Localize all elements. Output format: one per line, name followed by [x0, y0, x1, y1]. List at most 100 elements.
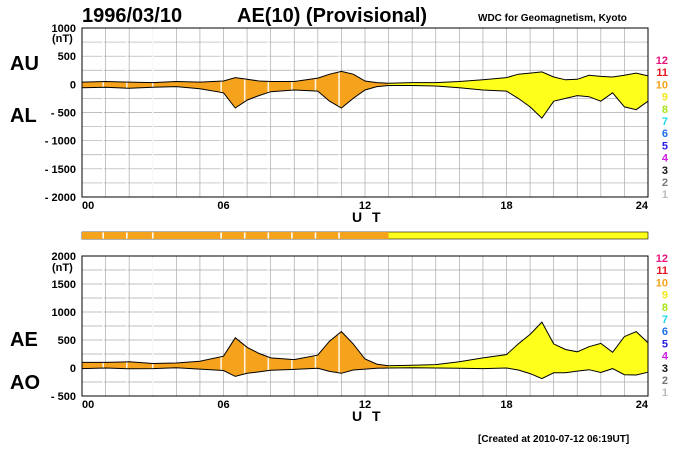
x-tick-label: 12: [359, 399, 371, 411]
panel-ae-ao-xlabel: U T: [352, 408, 384, 424]
panel-ae-ao-gaps: [102, 257, 340, 395]
legend-level: 10: [656, 277, 668, 289]
ae-series-line: [82, 321, 649, 367]
y-tick-label: 500: [58, 51, 76, 63]
legend-level: 5: [662, 140, 668, 152]
data-gap-mark: [151, 257, 154, 395]
panel-au-al-gaps: [102, 29, 340, 196]
legend-level: 6: [662, 128, 668, 140]
data-gap-mark: [243, 257, 246, 395]
data-gap-mark: [102, 257, 105, 395]
legend-level: 1: [662, 387, 668, 399]
y-tick-label: - 500: [51, 108, 76, 120]
legend-level: 5: [662, 338, 668, 350]
data-gap-mark: [291, 257, 293, 395]
legend-level: 3: [662, 165, 668, 177]
panel-ae-ao: 2000 1500 1000 500 0 - 500 00 06 12 18 24 (nT) AE…: [10, 251, 649, 424]
data-gap-mark: [338, 257, 340, 395]
y-tick-label: 1500: [52, 279, 76, 291]
data-gap-mark: [243, 29, 246, 196]
data-gap-mark: [314, 257, 317, 395]
quality-gap-mark: [338, 232, 340, 239]
al-series-line: [81, 85, 649, 119]
x-tick-label: 00: [82, 399, 94, 411]
x-tick-label: 18: [500, 200, 512, 212]
legend-level: 4: [662, 351, 669, 363]
legend-level: 11: [656, 67, 668, 79]
panel-au-al-x-ticks: 00 06 12 18 24: [82, 200, 649, 212]
x-tick-label: 00: [82, 200, 94, 212]
data-gap-mark: [220, 29, 222, 196]
data-gap-mark: [126, 257, 128, 395]
data-gap-mark: [314, 29, 317, 196]
legend-level: 6: [662, 326, 668, 338]
x-tick-label: 12: [359, 200, 371, 212]
y-tick-label: - 1500: [45, 164, 76, 176]
panel-ae-ao-y-ticks: 2000 1500 1000 500 0 - 500: [51, 251, 76, 403]
legend-level: 11: [656, 265, 668, 277]
data-quality-bar: [81, 231, 649, 240]
legend-level: 12: [656, 253, 668, 265]
label-ao: AO: [10, 372, 40, 394]
label-al: AL: [10, 105, 37, 127]
panel-au-al: 1000 500 0 - 500 - 1000 - 1500 - 2000 00 06 12 18…: [10, 23, 649, 225]
panel-au-al-unit: (nT): [52, 33, 73, 45]
data-gap-mark: [267, 29, 270, 196]
legend-level: 10: [656, 79, 668, 91]
data-gap-mark: [338, 29, 340, 196]
created-timestamp: [Created at 2010-07-12 06:19UT]: [478, 434, 629, 445]
quality-gap-mark: [291, 232, 293, 239]
x-tick-label: 06: [217, 399, 229, 411]
quality-bar-gaps: [102, 232, 340, 239]
label-au: AU: [10, 53, 39, 75]
y-tick-label: 1000: [52, 307, 76, 319]
x-tick-label: 06: [217, 200, 229, 212]
panel-ae-ao-border: [81, 255, 649, 397]
panel-au-al-y-ticks: 1000 500 0 - 500 - 1000 - 1500 - 2000: [45, 23, 76, 204]
panel-au-al-area-yellow: [388, 71, 648, 119]
legend-level: 3: [662, 363, 668, 375]
quality-gap-mark: [243, 232, 246, 239]
title-date: 1996/03/10: [82, 5, 182, 27]
title-index: AE(10) (Provisional): [237, 5, 427, 27]
data-gap-mark: [151, 29, 154, 196]
panel-au-al-border: [81, 27, 649, 198]
legend-level: 9: [662, 92, 668, 104]
data-gap-mark: [102, 29, 105, 196]
panel-au-al-area: [82, 71, 389, 108]
data-gap-mark: [220, 257, 222, 395]
quality-bar-orange: [82, 232, 389, 239]
legend-level: 4: [662, 153, 669, 165]
ao-series-line: [81, 367, 649, 380]
quality-gap-mark: [314, 232, 317, 239]
y-tick-label: - 2000: [45, 192, 76, 204]
panel-ae-ao-area-yellow: [388, 322, 648, 379]
au-series-line: [81, 70, 649, 84]
y-tick-label: 0: [70, 363, 76, 375]
x-tick-label: 18: [500, 399, 512, 411]
panel-ae-ao-unit: (nT): [52, 262, 73, 274]
y-tick-label: 0: [70, 79, 76, 91]
legend-level: 7: [662, 314, 668, 326]
panel-ae-ao-area: [82, 331, 389, 377]
data-gap-mark: [291, 29, 293, 196]
x-tick-label: 24: [636, 200, 649, 212]
quality-gap-mark: [267, 232, 270, 239]
legend-level: 12: [656, 55, 668, 67]
legend-level: 8: [662, 104, 668, 116]
quality-gap-mark: [126, 232, 128, 239]
panel-au-al-xlabel: U T: [352, 209, 384, 225]
y-tick-label: 1000: [52, 23, 76, 35]
quality-gap-mark: [220, 232, 222, 239]
legend-level: 8: [662, 302, 668, 314]
title-source: WDC for Geomagnetism, Kyoto: [478, 13, 627, 24]
legend-level: 2: [662, 177, 668, 189]
y-tick-label: 500: [58, 335, 76, 347]
legend-level: 1: [662, 189, 668, 201]
panel-ae-ao-x-ticks: 00 06 12 18 24: [82, 399, 649, 411]
quality-gap-mark: [102, 232, 105, 239]
data-gap-mark: [267, 257, 270, 395]
